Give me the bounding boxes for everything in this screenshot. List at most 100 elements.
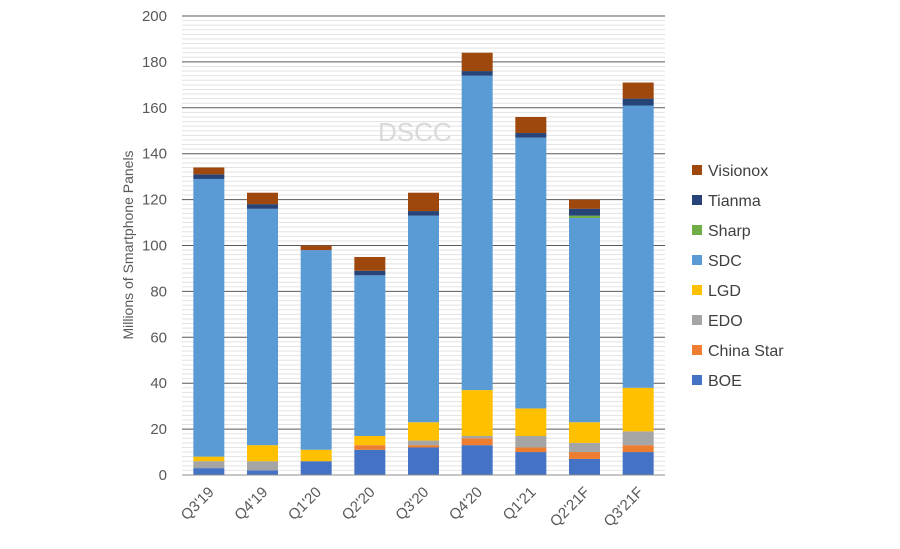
bar-segment-visionox — [569, 199, 600, 209]
bar-segment-tianma — [193, 174, 225, 179]
bar-segment-sdc — [461, 75, 493, 391]
bar-segment-visionox — [354, 256, 386, 271]
bar-segment-sdc — [622, 105, 654, 388]
bar-segment-visionox — [247, 192, 278, 205]
bar-segment-lgd — [569, 422, 600, 443]
legend-swatch — [692, 195, 702, 205]
bar-segment-visionox — [408, 192, 439, 212]
bar-segment-lgd — [622, 387, 654, 432]
bar-segment-boe — [461, 445, 493, 475]
y-tick-label: 0 — [159, 467, 167, 484]
bar-segment-lgd — [461, 390, 493, 436]
legend-swatch — [692, 225, 702, 235]
bar-segment-sdc — [408, 215, 439, 423]
x-tick-label: Q3'21F — [601, 484, 647, 530]
bar-segment-china-star — [354, 445, 386, 450]
bar-segment-tianma — [622, 98, 654, 106]
legend-label: BOE — [708, 373, 742, 390]
watermark-text: DSCC — [378, 117, 452, 147]
bar-segment-tianma — [461, 71, 493, 76]
bar-segment-tianma — [408, 211, 439, 216]
bar-segment-tianma — [247, 204, 278, 209]
bar-segment-edo — [622, 431, 654, 446]
bar-segment-lgd — [300, 449, 332, 462]
legend-swatch — [692, 345, 702, 355]
y-axis-label: Millions of Smartphone Panels — [120, 150, 136, 339]
bar-segment-boe — [408, 447, 439, 475]
bar-segment-lgd — [515, 408, 547, 436]
x-tick-label: Q3'19 — [178, 484, 218, 524]
x-tick-label: Q1'21 — [500, 484, 540, 524]
bars — [193, 52, 654, 475]
bar-segment-china-star — [461, 438, 493, 446]
legend-label: SDC — [708, 253, 742, 270]
bar-segment-sdc — [354, 275, 386, 436]
y-tick-label: 160 — [142, 100, 167, 117]
bar-segment-china-star — [515, 447, 547, 453]
x-tick-label: Q1'20 — [285, 484, 325, 524]
y-tick-label: 40 — [150, 375, 167, 392]
y-tick-label: 20 — [150, 421, 167, 438]
x-tick-label: Q4'19 — [231, 484, 271, 524]
x-tick-label: Q4'20 — [446, 484, 486, 524]
bar-segment-boe — [622, 452, 654, 475]
bar-segment-sdc — [193, 178, 225, 457]
bar-segment-edo — [515, 435, 547, 448]
legend-swatch — [692, 285, 702, 295]
bar-segment-visionox — [193, 167, 225, 175]
y-tick-label: 60 — [150, 329, 167, 346]
x-tick-label: Q2'21F — [547, 484, 593, 530]
bar-segment-lgd — [408, 422, 439, 441]
bar-segment-edo — [408, 440, 439, 446]
y-axis-ticks: 0 20 40 60 80 100 120 140 160 180 200 — [142, 8, 167, 484]
y-tick-label: 120 — [142, 192, 167, 209]
legend-label: Tianma — [708, 193, 761, 210]
bar-segment-sdc — [515, 137, 547, 409]
bar-segment-boe — [193, 468, 225, 475]
bar-segment-sharp — [569, 215, 600, 218]
y-tick-label: 140 — [142, 146, 167, 163]
bar-segment-lgd — [354, 435, 386, 446]
y-tick-label: 100 — [142, 238, 167, 255]
bar-segment-visionox — [461, 52, 493, 72]
bar-segment-boe — [569, 458, 600, 475]
y-tick-label: 80 — [150, 283, 167, 300]
legend-swatch — [692, 315, 702, 325]
bar-segment-tianma — [354, 270, 386, 276]
y-tick-label: 180 — [142, 54, 167, 71]
legend-label: EDO — [708, 313, 743, 330]
bar-segment-boe — [300, 461, 332, 475]
bar-segment-tianma — [569, 208, 600, 216]
legend-label: LGD — [708, 283, 741, 300]
bar-segment-edo — [193, 461, 225, 469]
bar-segment-sdc — [247, 208, 278, 446]
x-axis-ticks: Q3'19 Q4'19 Q1'20 Q2'20 Q3'20 Q4'20 Q1'21 Q2'21… — [178, 484, 647, 530]
x-tick-label: Q2'20 — [339, 484, 379, 524]
bar-segment-edo — [569, 442, 600, 453]
bar-segment-boe — [515, 452, 547, 475]
y-tick-label: 200 — [142, 8, 167, 25]
bar-segment-tianma — [515, 133, 547, 138]
bar-segment-edo — [247, 461, 278, 471]
bar-segment-sdc — [300, 250, 332, 450]
bar-segment-china-star — [408, 445, 439, 448]
legend-swatch — [692, 375, 702, 385]
bar-segment-boe — [247, 470, 278, 475]
bar-segment-lgd — [193, 456, 225, 462]
bar-segment-sdc — [569, 217, 600, 423]
bar-segment-visionox — [622, 82, 654, 99]
bar-segment-visionox — [515, 116, 547, 134]
legend-swatch — [692, 165, 702, 175]
bar-segment-china-star — [569, 452, 600, 459]
x-tick-label: Q3'20 — [392, 484, 432, 524]
legend-label: China Star — [708, 343, 784, 360]
bar-segment-visionox — [300, 245, 332, 251]
legend-swatch — [692, 255, 702, 265]
bar-segment-lgd — [247, 445, 278, 462]
bar-segment-boe — [354, 449, 386, 475]
legend: Visionox Tianma Sharp SDC LGD EDO China Star BO… — [692, 163, 784, 390]
legend-label: Visionox — [708, 163, 768, 180]
bar-segment-china-star — [622, 445, 654, 453]
legend-label: Sharp — [708, 223, 751, 240]
